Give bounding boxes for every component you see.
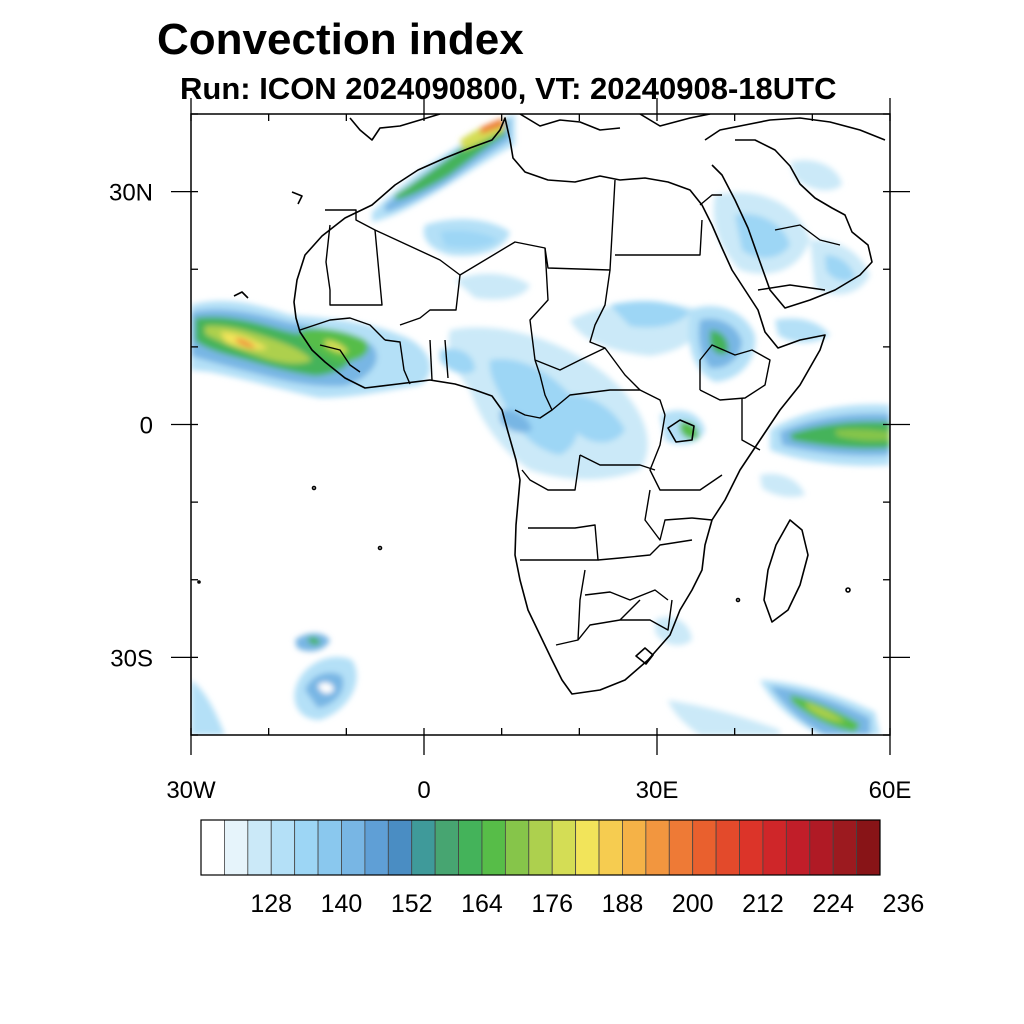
colorbar-swatch [856,819,881,876]
colorbar-label: 176 [531,890,573,918]
colorbar-swatch [200,819,225,876]
colorbar-label: 140 [321,890,363,918]
y-tick-label: 30S [110,645,153,672]
colorbar-swatch [317,819,342,876]
colorbar: 128 140 152 164 176 188 200 212 224 236 [200,819,925,918]
arabia-coastline [711,139,873,309]
colorbar-swatch [270,819,296,876]
colorbar-swatch [504,819,530,876]
colorbar-label: 128 [250,890,292,918]
colorbar-swatch [692,819,717,876]
colorbar-swatch [739,819,764,876]
colorbar-swatch [247,819,272,876]
x-tick-label: 30E [636,777,679,804]
colorbar-swatch [411,819,436,876]
colorbar-swatch [668,819,694,876]
madagascar-coastline [763,519,809,623]
colorbar-swatch [645,819,670,876]
coastlines [197,114,886,695]
country-borders [299,179,841,646]
colorbar-swatch [762,819,787,876]
colorbar-swatch [575,819,600,876]
colorbar-label: 200 [672,890,714,918]
x-tick-label: 60E [869,777,912,804]
south-africa-east-coast [655,616,692,646]
y-tick-label: 30N [109,180,153,207]
x-tick-label: 30W [166,777,216,804]
map-axes: 30W 0 30E 60E 30N 0 30S [109,98,911,804]
colorbar-swatch [785,819,811,876]
colorbar-swatch [224,819,249,876]
colorbar-swatch [481,819,506,876]
colorbar-swatch [598,819,623,876]
colorbar-swatch [551,819,577,876]
colorbar-label: 236 [883,890,925,918]
colorbar-swatch [341,819,366,876]
africa-coastline [293,117,826,695]
colorbar-swatch [809,819,834,876]
colorbar-swatch [434,819,459,876]
colorbar-swatch [715,819,740,876]
colorbar-label: 188 [602,890,644,918]
chart-subtitle: Run: ICON 2024090800, VT: 20240908-18UTC [180,71,837,106]
colorbar-swatch [528,819,553,876]
chart-title: Convection index [157,15,524,64]
convection-field [191,114,890,735]
y-tick-label: 0 [140,413,153,440]
colorbar-swatch [622,819,647,876]
colorbar-swatch [387,819,413,876]
colorbar-label: 224 [812,890,854,918]
colorbar-label: 164 [461,890,503,918]
colorbar-swatch [364,819,389,876]
colorbar-swatch [832,819,857,876]
map-content [191,114,890,735]
europe-coastline [349,114,441,141]
x-tick-label: 0 [417,777,430,804]
colorbar-frame [200,819,881,876]
colorbar-swatch [458,819,483,876]
colorbar-label: 212 [742,890,784,918]
colorbar-swatch [294,819,319,876]
colorbar-label: 152 [391,890,433,918]
